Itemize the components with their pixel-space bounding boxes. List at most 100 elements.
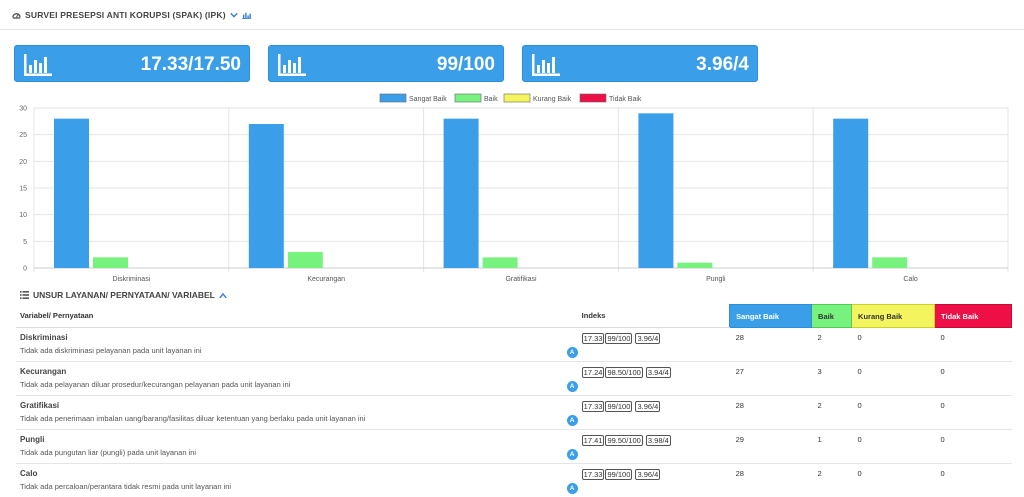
- stat-value: 99/100: [436, 54, 495, 75]
- table-row: Gratifikasi Tidak ada penerimaan imbalan…: [16, 395, 1012, 430]
- bar-baik-gratifikasi[interactable]: [482, 257, 518, 268]
- legend-label-kurang_baik[interactable]: Kurang Baik: [533, 96, 572, 103]
- bar-sangat_baik-calo[interactable]: [833, 118, 869, 269]
- index-cell: 17.41 99.50/100 3.98/4: [581, 429, 730, 464]
- bar-sangat_baik-diskriminasi[interactable]: [54, 118, 89, 269]
- index-value: 17.24: [581, 367, 605, 378]
- table-row: Calo Tidak ada percaloan/perantara tidak…: [16, 463, 1012, 497]
- variable-cell: Pungli Tidak ada pungutan liar (pungli) …: [16, 429, 582, 464]
- header-baik: Baik: [811, 304, 853, 328]
- grade-badge[interactable]: A: [566, 347, 578, 358]
- chart-icon[interactable]: [241, 11, 251, 19]
- index-value: 17.33: [581, 469, 605, 480]
- bar-baik-kecurangan[interactable]: [287, 252, 323, 268]
- dashboard-icon: [12, 12, 21, 19]
- x-tick-label: Kecurangan: [307, 276, 345, 283]
- legend-label-sangat_baik[interactable]: Sangat Baik: [409, 96, 447, 103]
- legend-swatch-sangat_baik[interactable]: [379, 93, 407, 103]
- variable-name: Pungli: [20, 435, 45, 444]
- stat-value: 3.96/4: [696, 54, 749, 75]
- table-row: Diskriminasi Tidak ada diskriminasi pela…: [16, 327, 1012, 362]
- variable-name: Gratifikasi: [20, 401, 60, 410]
- bar-baik-calo[interactable]: [872, 257, 908, 268]
- bar-chart-icon: [278, 54, 306, 76]
- y-tick-label: 15: [19, 186, 27, 193]
- index-percent: 99.50/100: [605, 435, 643, 446]
- count-kurang-baik: 0: [851, 429, 935, 464]
- index-score: 3.96/4: [635, 333, 661, 344]
- bar-sangat_baik-gratifikasi[interactable]: [443, 118, 479, 269]
- variable-table: Variabel/ Pernyataan Indeks Sangat Baik …: [16, 304, 1012, 497]
- bar-sangat_baik-pungli[interactable]: [638, 113, 674, 268]
- index-percent: 99/100: [605, 333, 633, 344]
- variable-cell: Gratifikasi Tidak ada penerimaan imbalan…: [16, 395, 582, 430]
- legend-label-tidak_baik[interactable]: Tidak Baik: [609, 96, 642, 103]
- y-tick-label: 20: [19, 159, 27, 166]
- bar-chart-icon: [24, 54, 52, 76]
- bar-chart: Sangat Baik Baik Kurang Baik Tidak Baik 0 5 10…: [19, 93, 1009, 283]
- header-variabel: Variabel/ Pernyataan: [16, 304, 582, 328]
- table-row: Pungli Tidak ada pungutan liar (pungli) …: [16, 429, 1012, 464]
- panel-title: SURVEI PRESEPSI ANTI KORUPSI (SPAK) (IPK…: [12, 10, 251, 20]
- legend-swatch-baik[interactable]: [454, 93, 482, 103]
- legend-swatch-kurang_baik[interactable]: [503, 93, 531, 103]
- bar-baik-diskriminasi[interactable]: [93, 257, 128, 268]
- count-sangat-baik: 29: [729, 429, 812, 464]
- count-baik: 2: [811, 463, 852, 497]
- x-tick-label: Pungli: [706, 276, 726, 283]
- header-kurang-baik: Kurang Baik: [851, 304, 935, 328]
- variable-statement: Tidak ada pelayanan diluar prosedur/kecu…: [20, 380, 291, 389]
- variable-statement: Tidak ada percaloan/perantara tidak resm…: [20, 482, 232, 491]
- stat-card-percent: 99/100: [268, 45, 504, 82]
- count-tidak-baik: 0: [934, 395, 1012, 430]
- y-tick-label: 10: [19, 212, 27, 219]
- panel-title-text: SURVEI PRESEPSI ANTI KORUPSI (SPAK) (IPK…: [25, 10, 226, 20]
- count-baik: 2: [811, 395, 852, 430]
- grade-badge[interactable]: A: [566, 449, 578, 460]
- stat-card-ipk: 17.33/17.50: [14, 45, 250, 82]
- bar-chart-icon: [532, 54, 560, 76]
- variable-name: Calo: [20, 469, 38, 478]
- count-sangat-baik: 28: [729, 463, 812, 497]
- header-indeks: Indeks: [581, 304, 730, 328]
- table-row: Kecurangan Tidak ada pelayanan diluar pr…: [16, 361, 1012, 396]
- y-tick-label: 5: [23, 239, 27, 246]
- variable-name: Diskriminasi: [20, 333, 68, 342]
- index-score: 3.96/4: [635, 401, 661, 412]
- count-sangat-baik: 28: [729, 395, 812, 430]
- count-tidak-baik: 0: [934, 361, 1012, 396]
- x-tick-label: Calo: [903, 276, 918, 283]
- index-percent: 99/100: [605, 469, 633, 480]
- variable-cell: Calo Tidak ada percaloan/perantara tidak…: [16, 463, 582, 497]
- index-cell: 17.24 98.50/100 3.94/4: [581, 361, 730, 396]
- chevron-down-icon[interactable]: [230, 11, 238, 19]
- index-value: 17.33: [581, 333, 605, 344]
- stat-card-score: 3.96/4: [522, 45, 758, 82]
- grade-badge[interactable]: A: [566, 415, 578, 426]
- section-title-text: UNSUR LAYANAN/ PERNYATAAN/ VARIABEL: [33, 290, 215, 300]
- bar-baik-pungli[interactable]: [677, 262, 713, 268]
- y-tick-label: 30: [19, 106, 27, 113]
- variable-cell: Diskriminasi Tidak ada diskriminasi pela…: [16, 327, 582, 362]
- count-kurang-baik: 0: [851, 395, 935, 430]
- list-icon: [20, 291, 29, 299]
- legend-swatch-tidak_baik[interactable]: [579, 93, 607, 103]
- count-tidak-baik: 0: [934, 463, 1012, 497]
- index-cell: 17.33 99/100 3.96/4: [581, 463, 730, 497]
- grade-badge[interactable]: A: [566, 381, 578, 392]
- x-tick-label: Gratifikasi: [505, 276, 537, 283]
- index-cell: 17.33 99/100 3.96/4: [581, 395, 730, 430]
- variable-statement: Tidak ada diskriminasi pelayanan pada un…: [20, 346, 202, 355]
- variable-name: Kecurangan: [20, 367, 67, 376]
- header-tidak-baik: Tidak Baik: [934, 304, 1012, 328]
- chevron-up-icon[interactable]: [219, 292, 227, 299]
- count-sangat-baik: 28: [729, 327, 812, 362]
- index-value: 17.41: [581, 435, 605, 446]
- legend-label-baik[interactable]: Baik: [484, 96, 498, 103]
- index-percent: 98.50/100: [605, 367, 643, 378]
- count-baik: 1: [811, 429, 852, 464]
- grade-badge[interactable]: A: [566, 483, 578, 494]
- bar-sangat_baik-kecurangan[interactable]: [248, 124, 284, 268]
- index-cell: 17.33 99/100 3.96/4: [581, 327, 730, 362]
- y-tick-label: 25: [19, 132, 27, 139]
